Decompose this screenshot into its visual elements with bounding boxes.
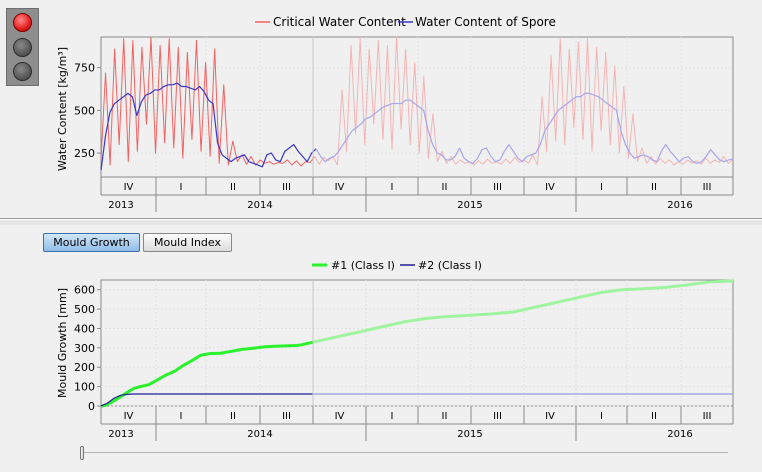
x-year-label: 2016	[667, 429, 692, 440]
x-year-label: 2014	[247, 200, 272, 211]
x-quarter-label: II	[651, 411, 657, 422]
x-quarter-label: IV	[124, 182, 134, 193]
y-axis: 0 100 200 300 400 500 600	[74, 284, 101, 413]
x-quarter-label: III	[493, 411, 502, 422]
yellow-light-icon	[13, 38, 32, 57]
x-quarter-label: I	[180, 182, 183, 193]
spore-series-forecast-line	[315, 92, 734, 164]
legend-class2-label: #2 (Class I)	[418, 259, 482, 272]
legend-critical-label: Critical Water Content	[273, 15, 406, 29]
x-year-label: 2015	[457, 429, 482, 440]
y-tick-label: 600	[74, 284, 95, 297]
y-tick-label: 750	[74, 62, 95, 75]
x-quarter-label: I	[391, 411, 394, 422]
grid	[101, 280, 733, 407]
legend: Critical Water Content Water Content of …	[255, 15, 556, 29]
mould-index-tab[interactable]: Mould Index	[143, 233, 232, 252]
x-quarter-label: I	[600, 182, 603, 193]
water-content-chart: Critical Water Content Water Content of …	[56, 15, 734, 212]
legend: #1 (Class I) #2 (Class I)	[312, 259, 482, 272]
y-tick-label: 300	[74, 342, 95, 355]
x-quarter-label: III	[703, 182, 712, 193]
x-quarter-label: IV	[335, 411, 345, 422]
x-year-label: 2013	[108, 200, 133, 211]
class2-series-line	[100, 393, 313, 407]
x-quarter-label: I	[180, 411, 183, 422]
x-year-label: 2015	[457, 200, 482, 211]
x-quarter-label: III	[703, 411, 712, 422]
water-content-panel: Critical Water Content Water Content of …	[0, 0, 762, 219]
x-quarter-label: I	[391, 182, 394, 193]
mould-growth-tab[interactable]: Mould Growth	[43, 233, 140, 252]
class1-series-line	[100, 340, 314, 408]
time-slider-track[interactable]	[80, 452, 728, 453]
x-quarter-label: III	[282, 411, 291, 422]
mould-growth-chart: #1 (Class I) #2 (Class I) 0 100 200 300 400 5…	[56, 259, 734, 441]
time-slider-thumb[interactable]	[80, 446, 84, 460]
spore-series-line	[100, 82, 317, 171]
y-axis: 250 500 750	[74, 62, 101, 160]
x-quarter-label: IV	[335, 182, 345, 193]
y-tick-label: 400	[74, 322, 95, 335]
mould-panel: Mould Growth Mould Index #1 (Class I) #2…	[0, 225, 762, 472]
x-quarter-label: III	[282, 182, 291, 193]
x-year-label: 2013	[108, 429, 133, 440]
green-light-icon	[13, 62, 32, 81]
y-tick-label: 0	[88, 400, 95, 413]
series-lines	[100, 279, 734, 408]
series-lines	[100, 36, 734, 171]
class1-series-forecast-line	[312, 279, 734, 344]
y-tick-label: 500	[74, 104, 95, 117]
legend-spore-label: Water Content of Spore	[415, 15, 556, 29]
y-tick-label: 100	[74, 381, 95, 394]
plot-frame	[100, 36, 734, 178]
critical-series-line	[100, 36, 316, 167]
x-year-label: 2014	[247, 429, 272, 440]
x-quarter-label: III	[493, 182, 502, 193]
x-year-label: 2016	[667, 200, 692, 211]
x-quarter-label: II	[442, 411, 448, 422]
y-tick-label: 500	[74, 303, 95, 316]
y-axis-label: Mould Growth [mm]	[56, 288, 69, 398]
x-quarter-label: II	[651, 182, 657, 193]
x-quarter-label: IV	[545, 411, 555, 422]
legend-class1-label: #1 (Class I)	[331, 259, 395, 272]
x-quarter-label: IV	[124, 411, 134, 422]
x-quarter-label: II	[442, 182, 448, 193]
x-quarter-label: I	[600, 411, 603, 422]
x-quarter-label: II	[230, 182, 236, 193]
red-light-icon	[13, 13, 32, 32]
y-tick-label: 250	[74, 147, 95, 160]
y-axis-label: Water Content [kg/m³]	[56, 47, 69, 171]
y-tick-label: 200	[74, 361, 95, 374]
x-quarter-label: II	[230, 411, 236, 422]
x-quarter-label: IV	[545, 182, 555, 193]
traffic-light-indicator	[6, 8, 39, 86]
